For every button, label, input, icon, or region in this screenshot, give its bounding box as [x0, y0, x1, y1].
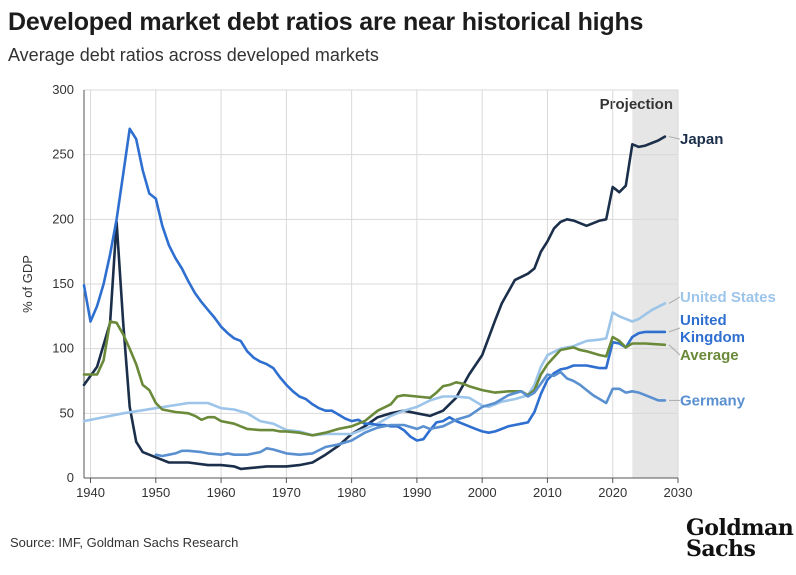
x-tick-label: 1980: [337, 485, 366, 500]
series-line-average: [82, 320, 667, 437]
x-tick-label: 1940: [76, 485, 105, 500]
x-tick-label: 1990: [402, 485, 431, 500]
series-label-line: Germany: [680, 392, 746, 409]
axes: 0 50 100 150 200 250 300 1940 1950 1960 1970 1980 19…: [20, 82, 692, 500]
chart-subtitle: Average debt ratios across developed mar…: [8, 45, 379, 65]
series-line-united-kingdom: [82, 127, 667, 442]
y-tick-label: 0: [67, 470, 74, 485]
source-note: Source: IMF, Goldman Sachs Research: [10, 535, 239, 550]
y-tick-label: 250: [52, 147, 74, 162]
x-tick-label: 2010: [533, 485, 562, 500]
x-tick-label: 2000: [468, 485, 497, 500]
series-label-line: Japan: [680, 131, 723, 148]
series-label-line: United: [680, 312, 727, 329]
label-leader-japan: [668, 136, 681, 140]
series-line-japan: [82, 135, 667, 471]
series-label-united-kingdom: United Kingdom: [680, 312, 745, 346]
series-label-line: Kingdom: [680, 329, 745, 346]
y-tick-label: 200: [52, 211, 74, 226]
projection-label: Projection: [600, 96, 673, 113]
series-line-germany: [154, 370, 667, 458]
chart-title: Developed market debt ratios are near hi…: [8, 8, 644, 36]
y-tick-label: 300: [52, 82, 74, 97]
series-lines: [82, 127, 667, 471]
series-label-united-states: United States: [680, 289, 776, 306]
series-label-line: United States: [680, 289, 776, 306]
x-tick-label: 1970: [272, 485, 301, 500]
x-tick-label: 1960: [207, 485, 236, 500]
series-label-germany: Germany: [680, 392, 746, 409]
x-tick-label: 1950: [141, 485, 170, 500]
y-tick-label: 150: [52, 276, 74, 291]
logo-line-2: Sachs: [686, 536, 756, 562]
label-leader-average: [668, 344, 681, 356]
y-axis-title: % of GDP: [20, 255, 35, 313]
label-leader-united-states: [668, 296, 681, 304]
series-line-united-states: [82, 302, 667, 437]
series-label-average: Average: [680, 347, 739, 364]
logo-line-1: Goldman: [686, 515, 794, 541]
series-label-line: Average: [680, 347, 739, 364]
series-label-japan: Japan: [680, 131, 723, 148]
label-leader-united-kingdom: [668, 327, 681, 333]
gridlines: [84, 89, 679, 479]
goldman-sachs-logo: Goldman Sachs: [686, 515, 794, 562]
y-tick-label: 50: [60, 405, 74, 420]
x-tick-label: 2020: [598, 485, 627, 500]
x-tick-label: 2030: [664, 485, 693, 500]
y-tick-label: 100: [52, 341, 74, 356]
